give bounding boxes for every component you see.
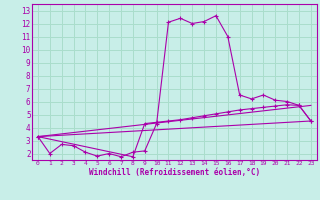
X-axis label: Windchill (Refroidissement éolien,°C): Windchill (Refroidissement éolien,°C) — [89, 168, 260, 177]
